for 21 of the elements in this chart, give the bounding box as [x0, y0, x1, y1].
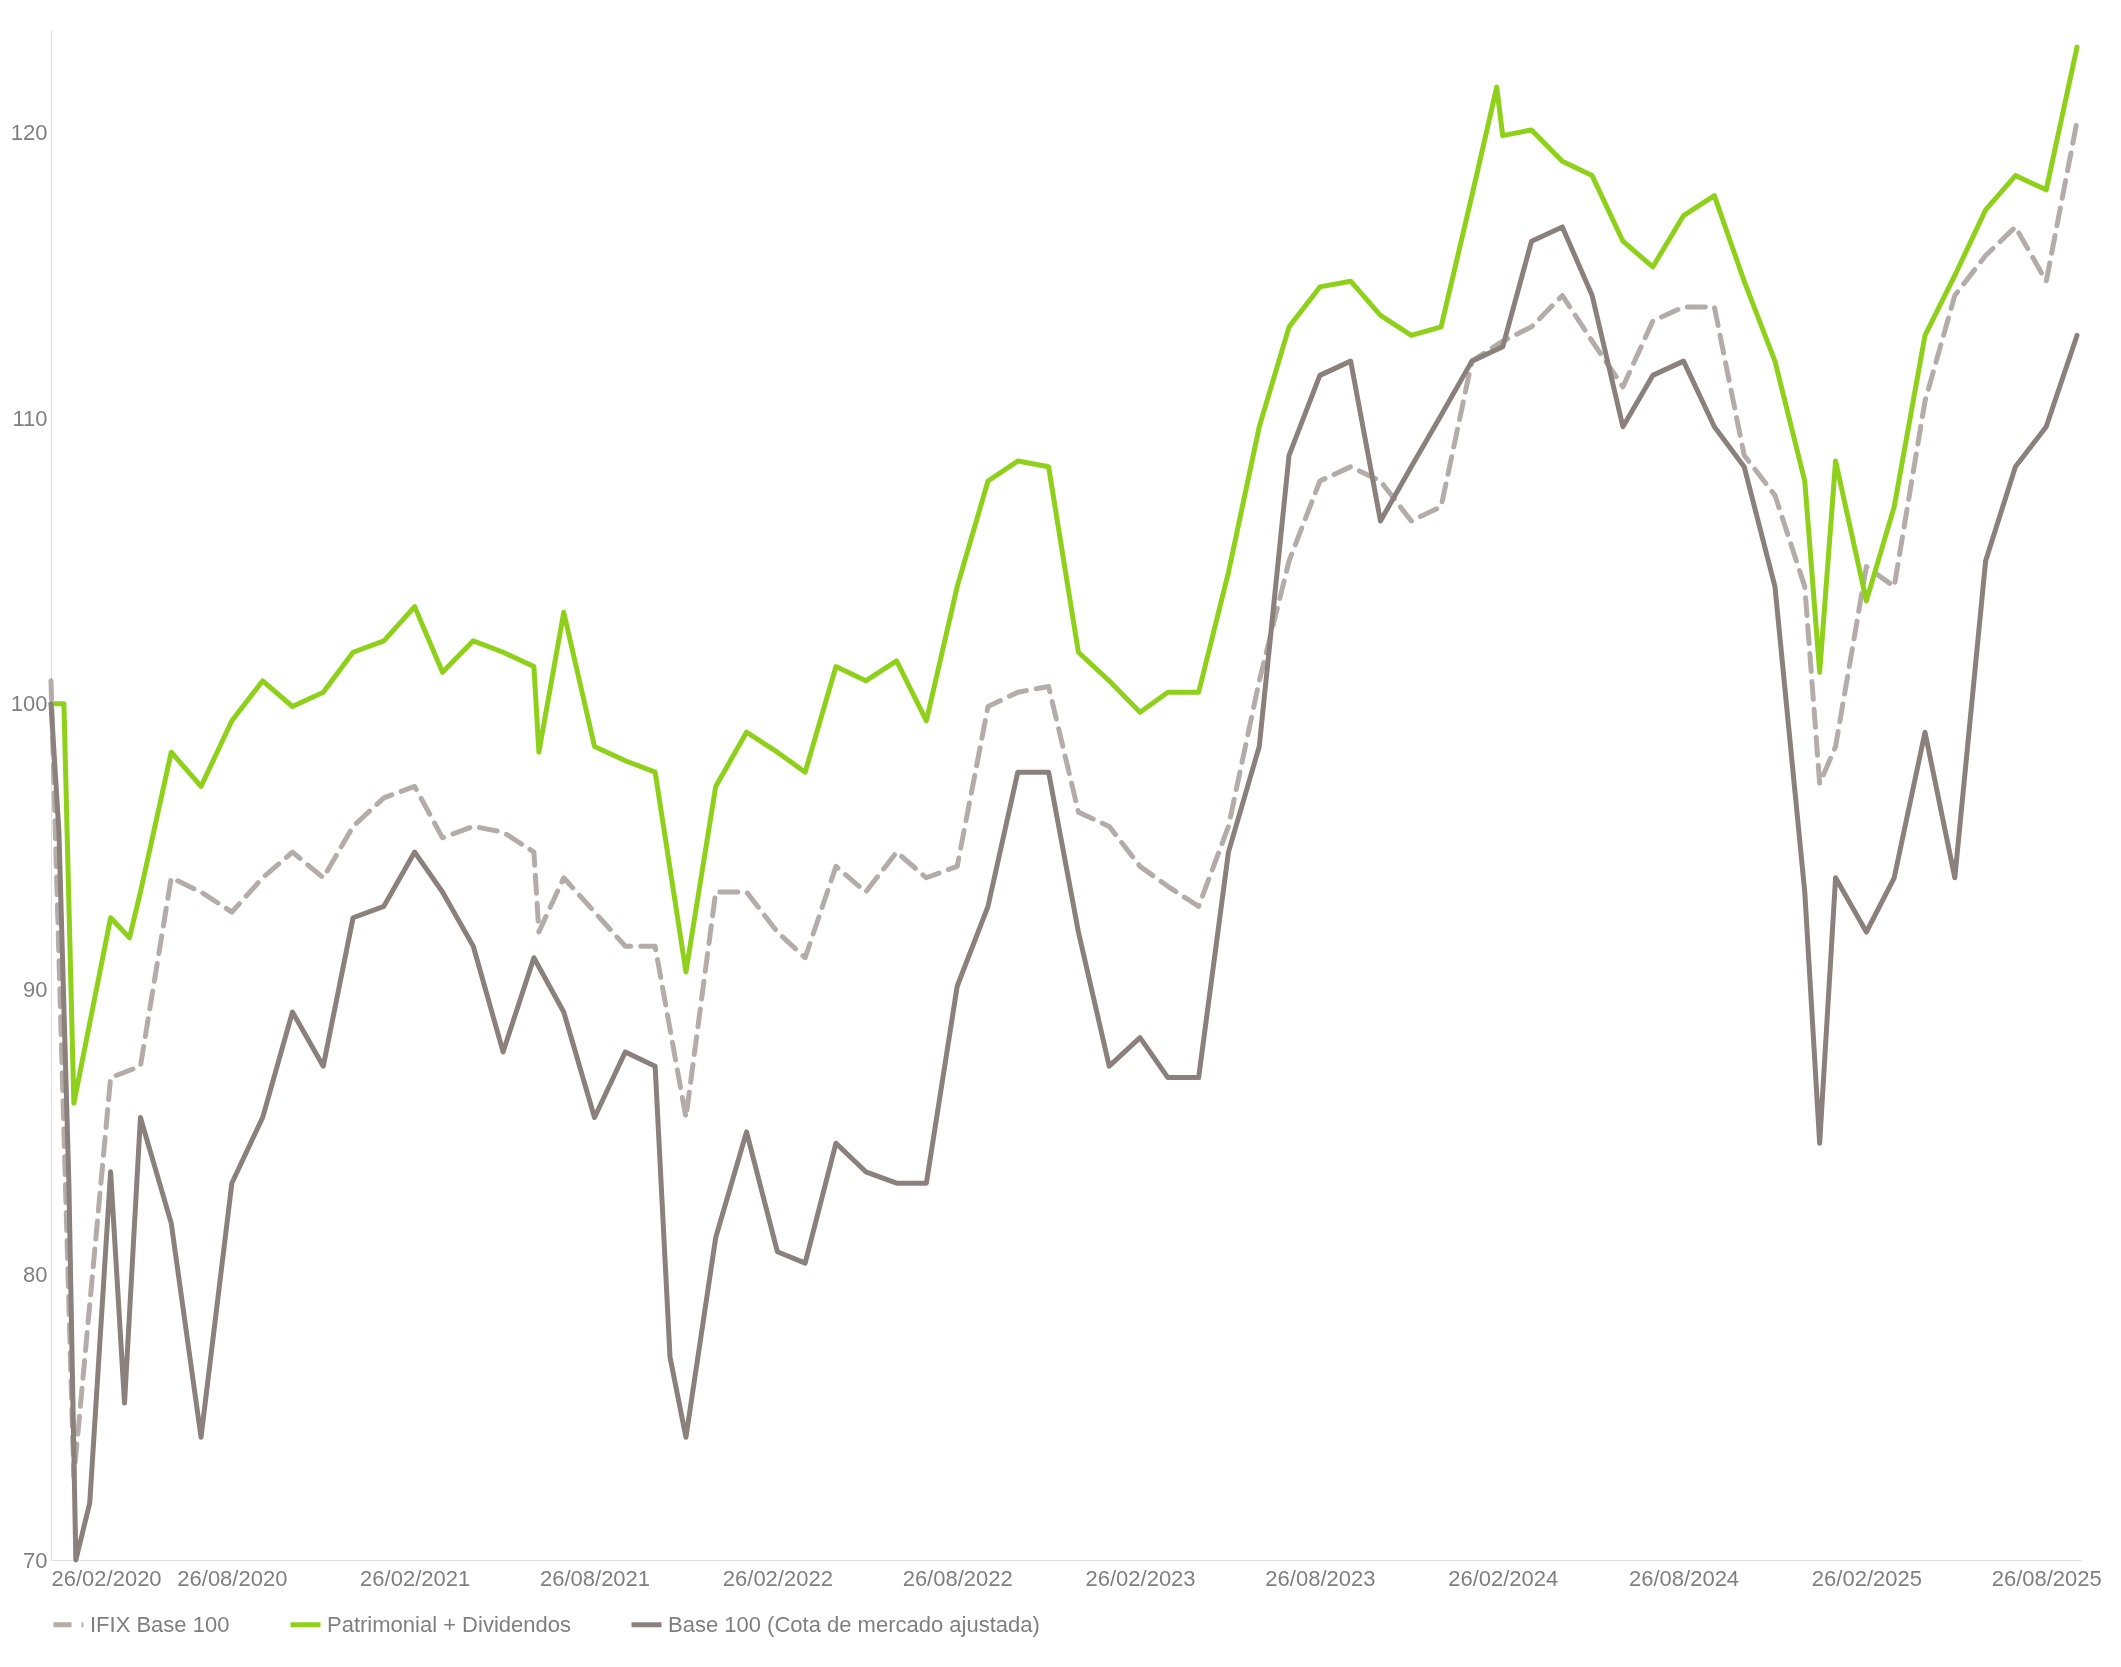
x-tick-label: 26/02/2025 — [1811, 1565, 1922, 1591]
y-tick-label: 80 — [23, 1262, 48, 1288]
y-tick-label: 110 — [12, 405, 48, 431]
x-tick-label: 26/08/2023 — [1265, 1565, 1376, 1591]
x-tick-label: 26/08/2021 — [539, 1565, 651, 1591]
legend-label: Base 100 (Cota de mercado ajustada) — [668, 1611, 1040, 1637]
x-tick-label: 26/02/2024 — [1448, 1565, 1559, 1591]
x-tick-label: 26/08/2022 — [902, 1565, 1013, 1591]
x-tick-label: 26/08/2025 — [1991, 1565, 2102, 1591]
y-tick-label: 70 — [23, 1547, 48, 1573]
y-tick-label: 90 — [23, 976, 48, 1002]
x-tick-label: 26/02/2020 — [51, 1565, 162, 1591]
legend-label: Patrimonial + Dividendos — [327, 1611, 571, 1637]
x-tick-label: 26/08/2020 — [177, 1565, 288, 1591]
x-tick-label: 26/02/2023 — [1085, 1565, 1196, 1591]
x-tick-label: 26/02/2022 — [722, 1565, 833, 1591]
y-tick-label: 100 — [10, 691, 48, 717]
x-tick-label: 26/08/2024 — [1628, 1565, 1740, 1591]
legend-label: IFIX Base 100 — [90, 1611, 230, 1637]
x-tick-label: 26/02/2021 — [360, 1565, 471, 1591]
y-tick-label: 120 — [10, 120, 48, 146]
